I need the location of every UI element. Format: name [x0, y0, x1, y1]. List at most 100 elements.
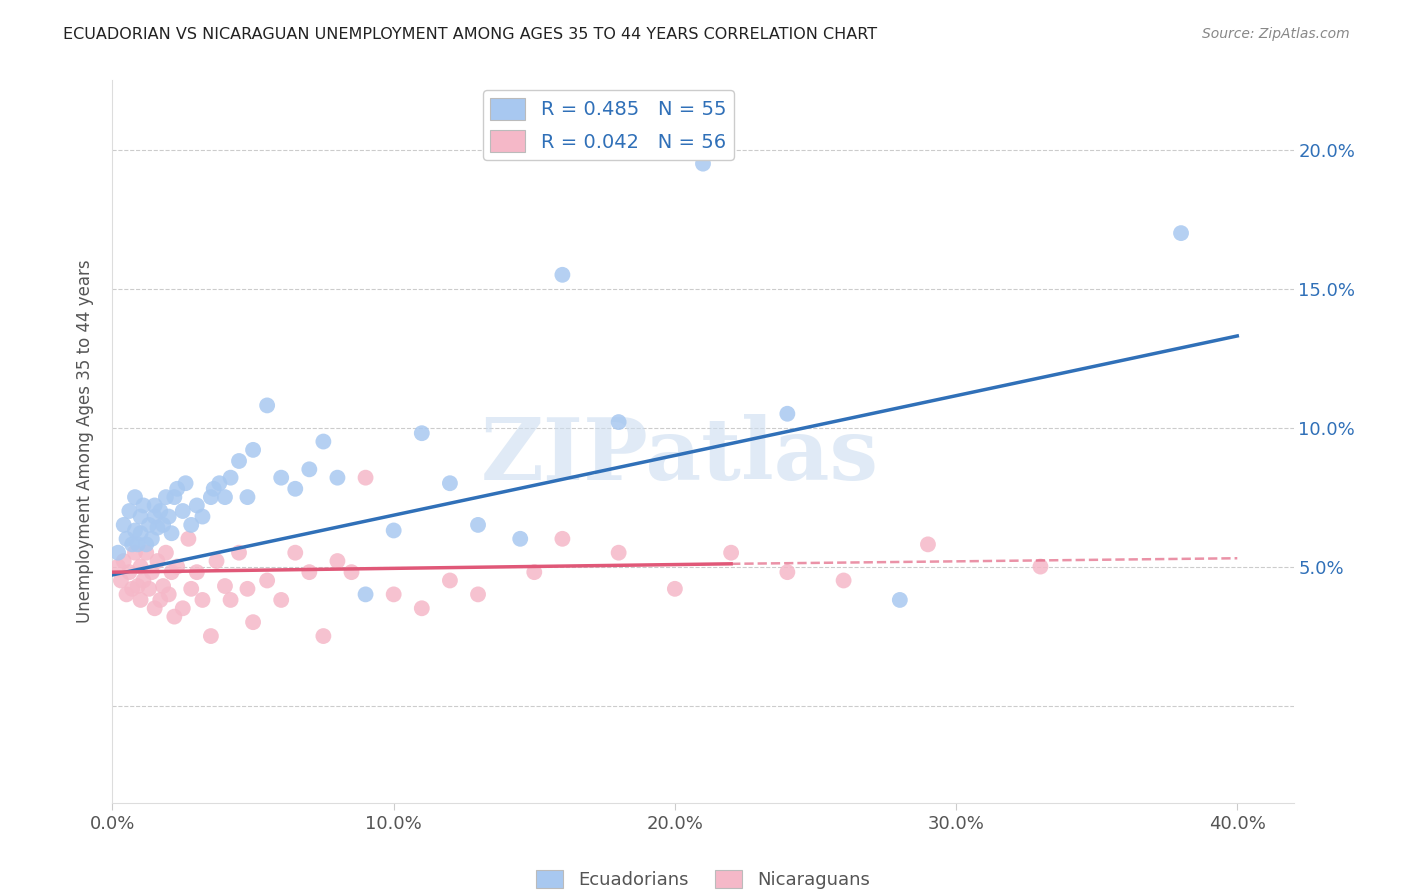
Legend: Ecuadorians, Nicaraguans: Ecuadorians, Nicaraguans	[529, 863, 877, 892]
Point	[256, 574, 278, 588]
Point	[180, 582, 202, 596]
Point	[177, 532, 200, 546]
Point	[132, 574, 155, 588]
Point	[439, 574, 461, 588]
Text: ZIPatlas: ZIPatlas	[481, 414, 879, 498]
Point	[135, 546, 157, 560]
Point	[143, 601, 166, 615]
Point	[146, 521, 169, 535]
Point	[236, 490, 259, 504]
Point	[152, 579, 174, 593]
Point	[776, 565, 799, 579]
Point	[219, 593, 242, 607]
Point	[124, 490, 146, 504]
Point	[138, 582, 160, 596]
Point	[121, 537, 143, 551]
Point	[124, 546, 146, 560]
Point	[141, 565, 163, 579]
Text: ECUADORIAN VS NICARAGUAN UNEMPLOYMENT AMONG AGES 35 TO 44 YEARS CORRELATION CHAR: ECUADORIAN VS NICARAGUAN UNEMPLOYMENT AM…	[63, 27, 877, 42]
Point	[298, 462, 321, 476]
Point	[270, 471, 292, 485]
Point	[132, 499, 155, 513]
Point	[172, 504, 194, 518]
Point	[127, 537, 149, 551]
Point	[157, 509, 180, 524]
Point	[523, 565, 546, 579]
Point	[607, 415, 630, 429]
Point	[242, 442, 264, 457]
Point	[411, 601, 433, 615]
Point	[200, 490, 222, 504]
Point	[129, 559, 152, 574]
Point	[110, 574, 132, 588]
Point	[163, 609, 186, 624]
Point	[228, 454, 250, 468]
Point	[180, 517, 202, 532]
Point	[143, 509, 166, 524]
Point	[664, 582, 686, 596]
Point	[382, 587, 405, 601]
Point	[129, 526, 152, 541]
Point	[205, 554, 228, 568]
Point	[191, 593, 214, 607]
Point	[115, 532, 138, 546]
Point	[720, 546, 742, 560]
Point	[219, 471, 242, 485]
Point	[917, 537, 939, 551]
Point	[166, 482, 188, 496]
Point	[112, 554, 135, 568]
Point	[439, 476, 461, 491]
Point	[340, 565, 363, 579]
Point	[115, 587, 138, 601]
Point	[242, 615, 264, 630]
Point	[236, 582, 259, 596]
Point	[107, 546, 129, 560]
Point	[509, 532, 531, 546]
Point	[127, 579, 149, 593]
Point	[141, 532, 163, 546]
Point	[155, 490, 177, 504]
Point	[382, 524, 405, 538]
Point	[149, 504, 172, 518]
Point	[298, 565, 321, 579]
Point	[284, 482, 307, 496]
Point	[160, 526, 183, 541]
Point	[172, 601, 194, 615]
Point	[129, 593, 152, 607]
Point	[776, 407, 799, 421]
Point	[270, 593, 292, 607]
Point	[186, 499, 208, 513]
Point	[1170, 226, 1192, 240]
Point	[166, 559, 188, 574]
Point	[208, 476, 231, 491]
Point	[467, 587, 489, 601]
Point	[186, 565, 208, 579]
Point	[354, 587, 377, 601]
Point	[124, 524, 146, 538]
Point	[155, 546, 177, 560]
Point	[832, 574, 855, 588]
Point	[256, 398, 278, 412]
Point	[326, 554, 349, 568]
Point	[312, 629, 335, 643]
Point	[607, 546, 630, 560]
Point	[551, 532, 574, 546]
Point	[692, 156, 714, 170]
Point	[143, 499, 166, 513]
Point	[191, 509, 214, 524]
Point	[202, 482, 225, 496]
Point	[121, 582, 143, 596]
Point	[149, 593, 172, 607]
Point	[214, 579, 236, 593]
Point	[118, 565, 141, 579]
Point	[467, 517, 489, 532]
Point	[152, 517, 174, 532]
Point	[889, 593, 911, 607]
Point	[214, 490, 236, 504]
Point	[118, 504, 141, 518]
Y-axis label: Unemployment Among Ages 35 to 44 years: Unemployment Among Ages 35 to 44 years	[76, 260, 94, 624]
Point	[174, 476, 197, 491]
Point	[107, 559, 129, 574]
Point	[157, 587, 180, 601]
Point	[146, 554, 169, 568]
